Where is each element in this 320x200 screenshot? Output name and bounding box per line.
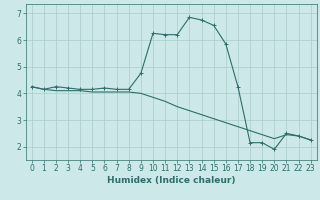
- X-axis label: Humidex (Indice chaleur): Humidex (Indice chaleur): [107, 176, 236, 185]
